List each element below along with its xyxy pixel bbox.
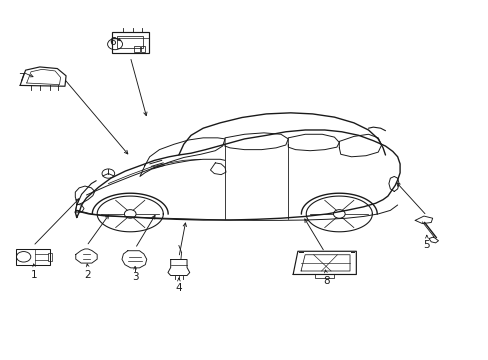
Text: 5: 5 <box>423 240 429 250</box>
Bar <box>48 253 52 261</box>
Text: 4: 4 <box>175 283 182 293</box>
Bar <box>117 36 143 49</box>
Bar <box>315 274 333 278</box>
Text: 1: 1 <box>31 270 38 280</box>
Text: 8: 8 <box>322 276 329 286</box>
Text: 6: 6 <box>109 37 115 48</box>
Text: 2: 2 <box>84 270 91 280</box>
Bar <box>16 249 50 265</box>
Bar <box>141 46 145 52</box>
Bar <box>133 46 139 52</box>
Bar <box>111 32 149 53</box>
Text: 7: 7 <box>19 73 25 83</box>
Text: 3: 3 <box>132 272 138 282</box>
